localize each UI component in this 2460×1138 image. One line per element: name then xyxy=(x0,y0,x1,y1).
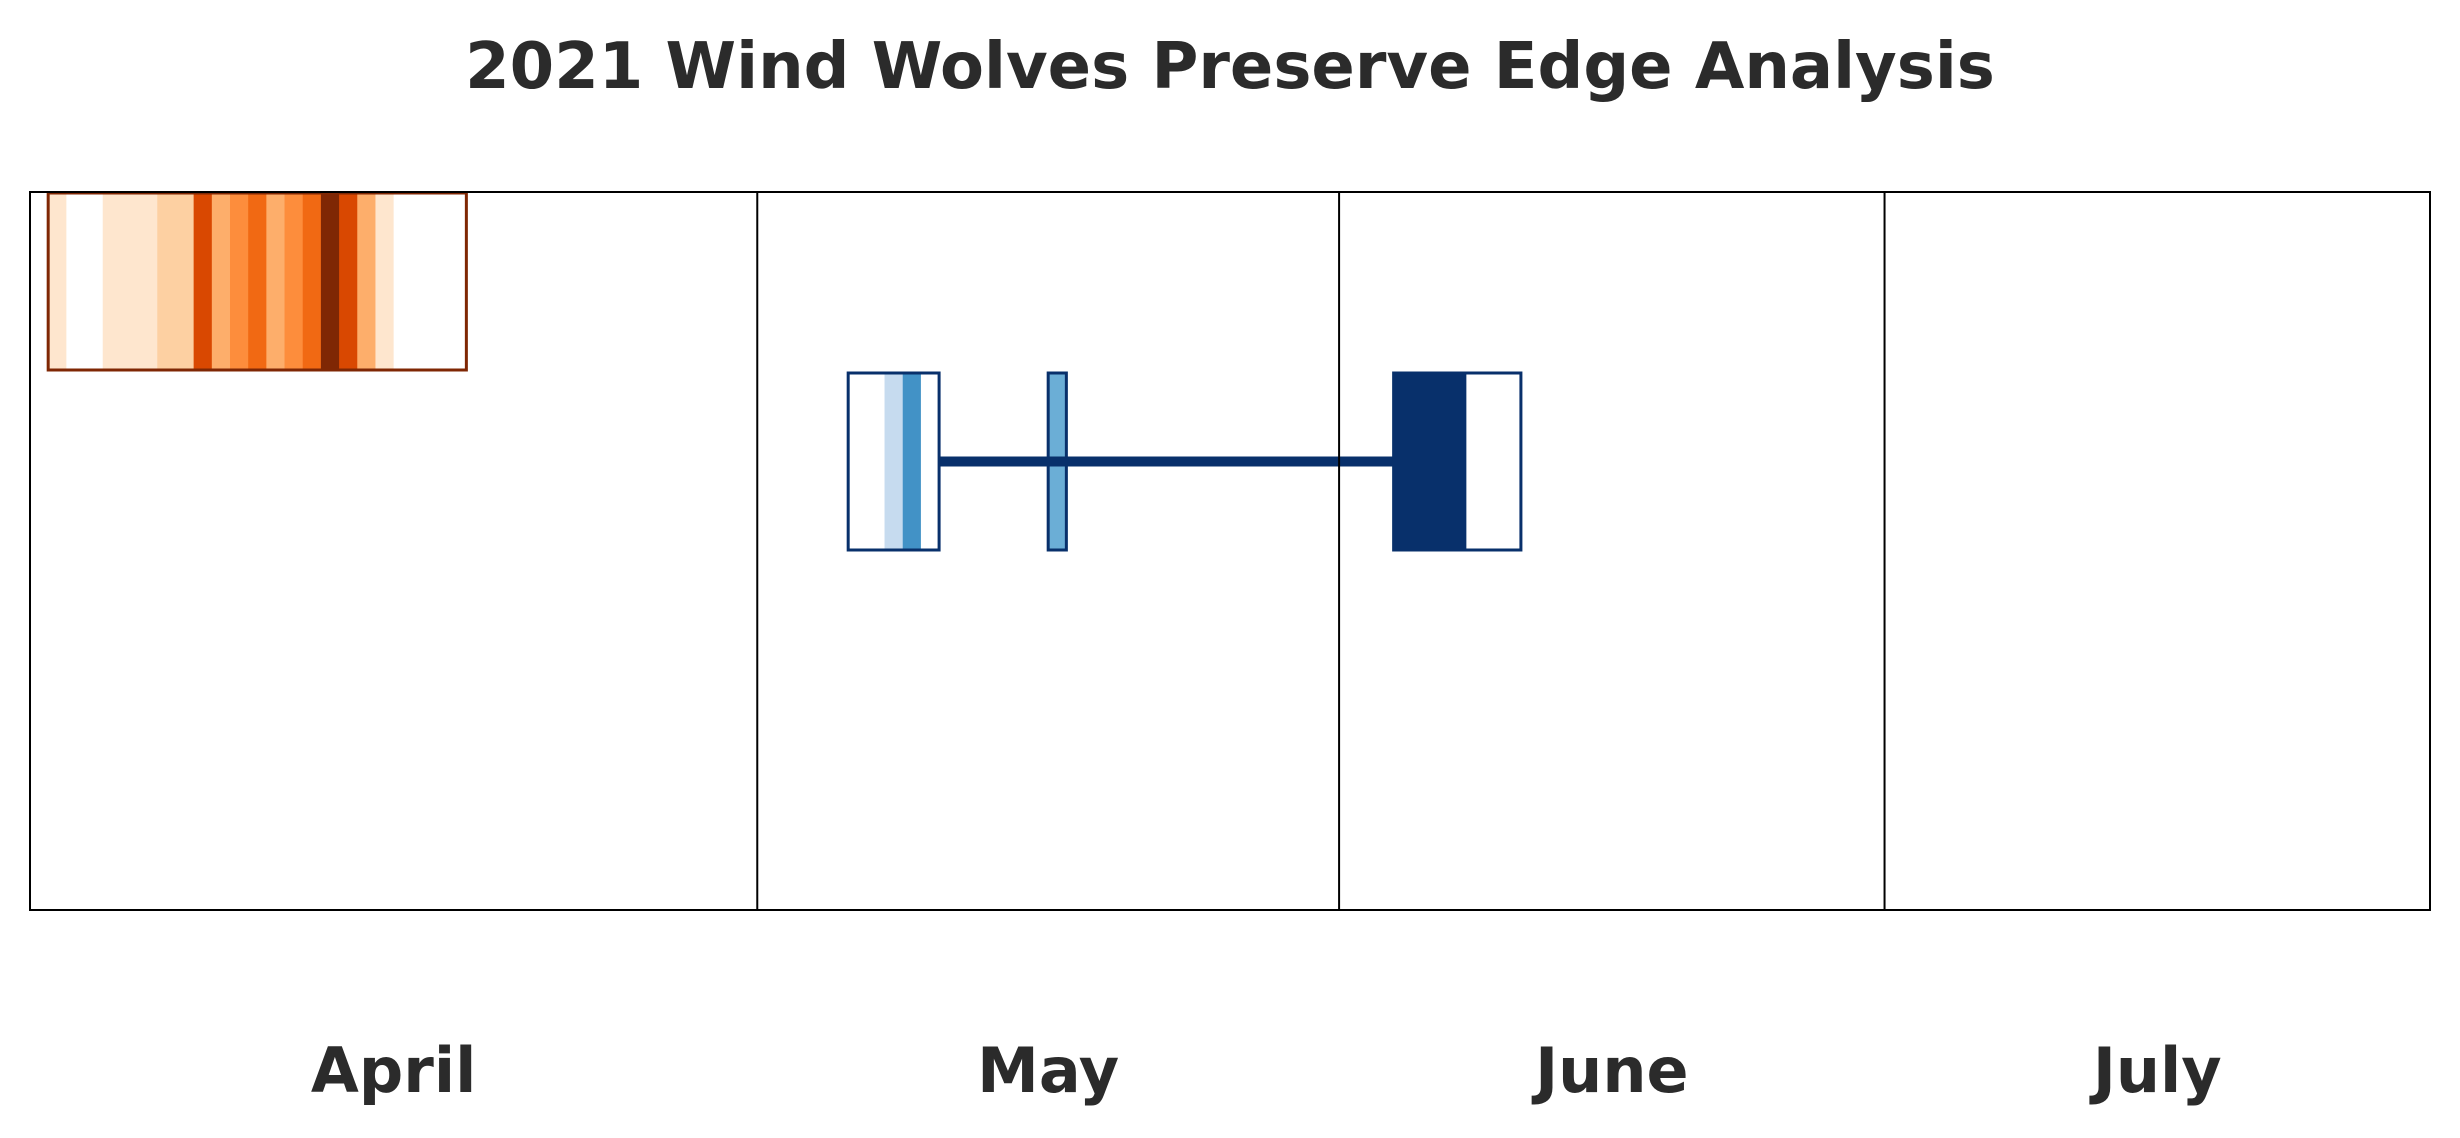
row-2-box-1-border xyxy=(846,371,941,552)
row-1-box-1-cell-7 xyxy=(230,193,249,370)
row-1-box-1-cell-14 xyxy=(357,193,377,370)
month-label-april: April xyxy=(311,1034,476,1107)
row-1-box-1-cell-4 xyxy=(157,193,195,370)
row-1-box-1-cell-16 xyxy=(393,193,467,370)
chart-cells xyxy=(48,193,1522,550)
row-1-box-1-cell-13 xyxy=(339,193,358,370)
month-label-may: May xyxy=(977,1034,1119,1107)
row-2-box-1-cell-2 xyxy=(884,373,904,550)
chart-title: 2021 Wind Wolves Preserve Edge Analysis xyxy=(465,30,1995,104)
row-1-box-1-cell-11 xyxy=(302,193,322,370)
row-1-box-1-cell-3 xyxy=(102,193,158,370)
month-label-july: July xyxy=(2089,1034,2222,1107)
row-1-box-1-cell-12 xyxy=(320,193,340,370)
row-1-box-1-cell-2 xyxy=(66,193,104,370)
row-2-box-1-cell-4 xyxy=(920,373,940,550)
plot-frame xyxy=(29,191,2431,911)
row-2-box-2-border xyxy=(1046,371,1068,552)
row-1-box-1-cell-9 xyxy=(266,193,286,370)
row-2-box-3-cell-2 xyxy=(1466,373,1522,550)
month-label-june: June xyxy=(1531,1034,1688,1107)
row-1-box-1-cell-15 xyxy=(375,193,395,370)
month-labels: April May June July xyxy=(311,1034,2222,1107)
row-2-box-1-cell-3 xyxy=(902,373,922,550)
row-2-box-3-border xyxy=(1392,371,1523,552)
row-1-box-1-cell-5 xyxy=(193,193,213,370)
month-dividers xyxy=(756,192,1886,910)
row-2-box-1-cell-1 xyxy=(848,373,886,550)
row-1-box-1-cell-8 xyxy=(248,193,267,370)
row-2-box-3-cell-1 xyxy=(1393,373,1467,550)
row-1-box-1-cell-10 xyxy=(284,193,304,370)
row-1-box-1-cell-1 xyxy=(48,193,67,370)
row-1-box-1-cell-6 xyxy=(211,193,231,370)
